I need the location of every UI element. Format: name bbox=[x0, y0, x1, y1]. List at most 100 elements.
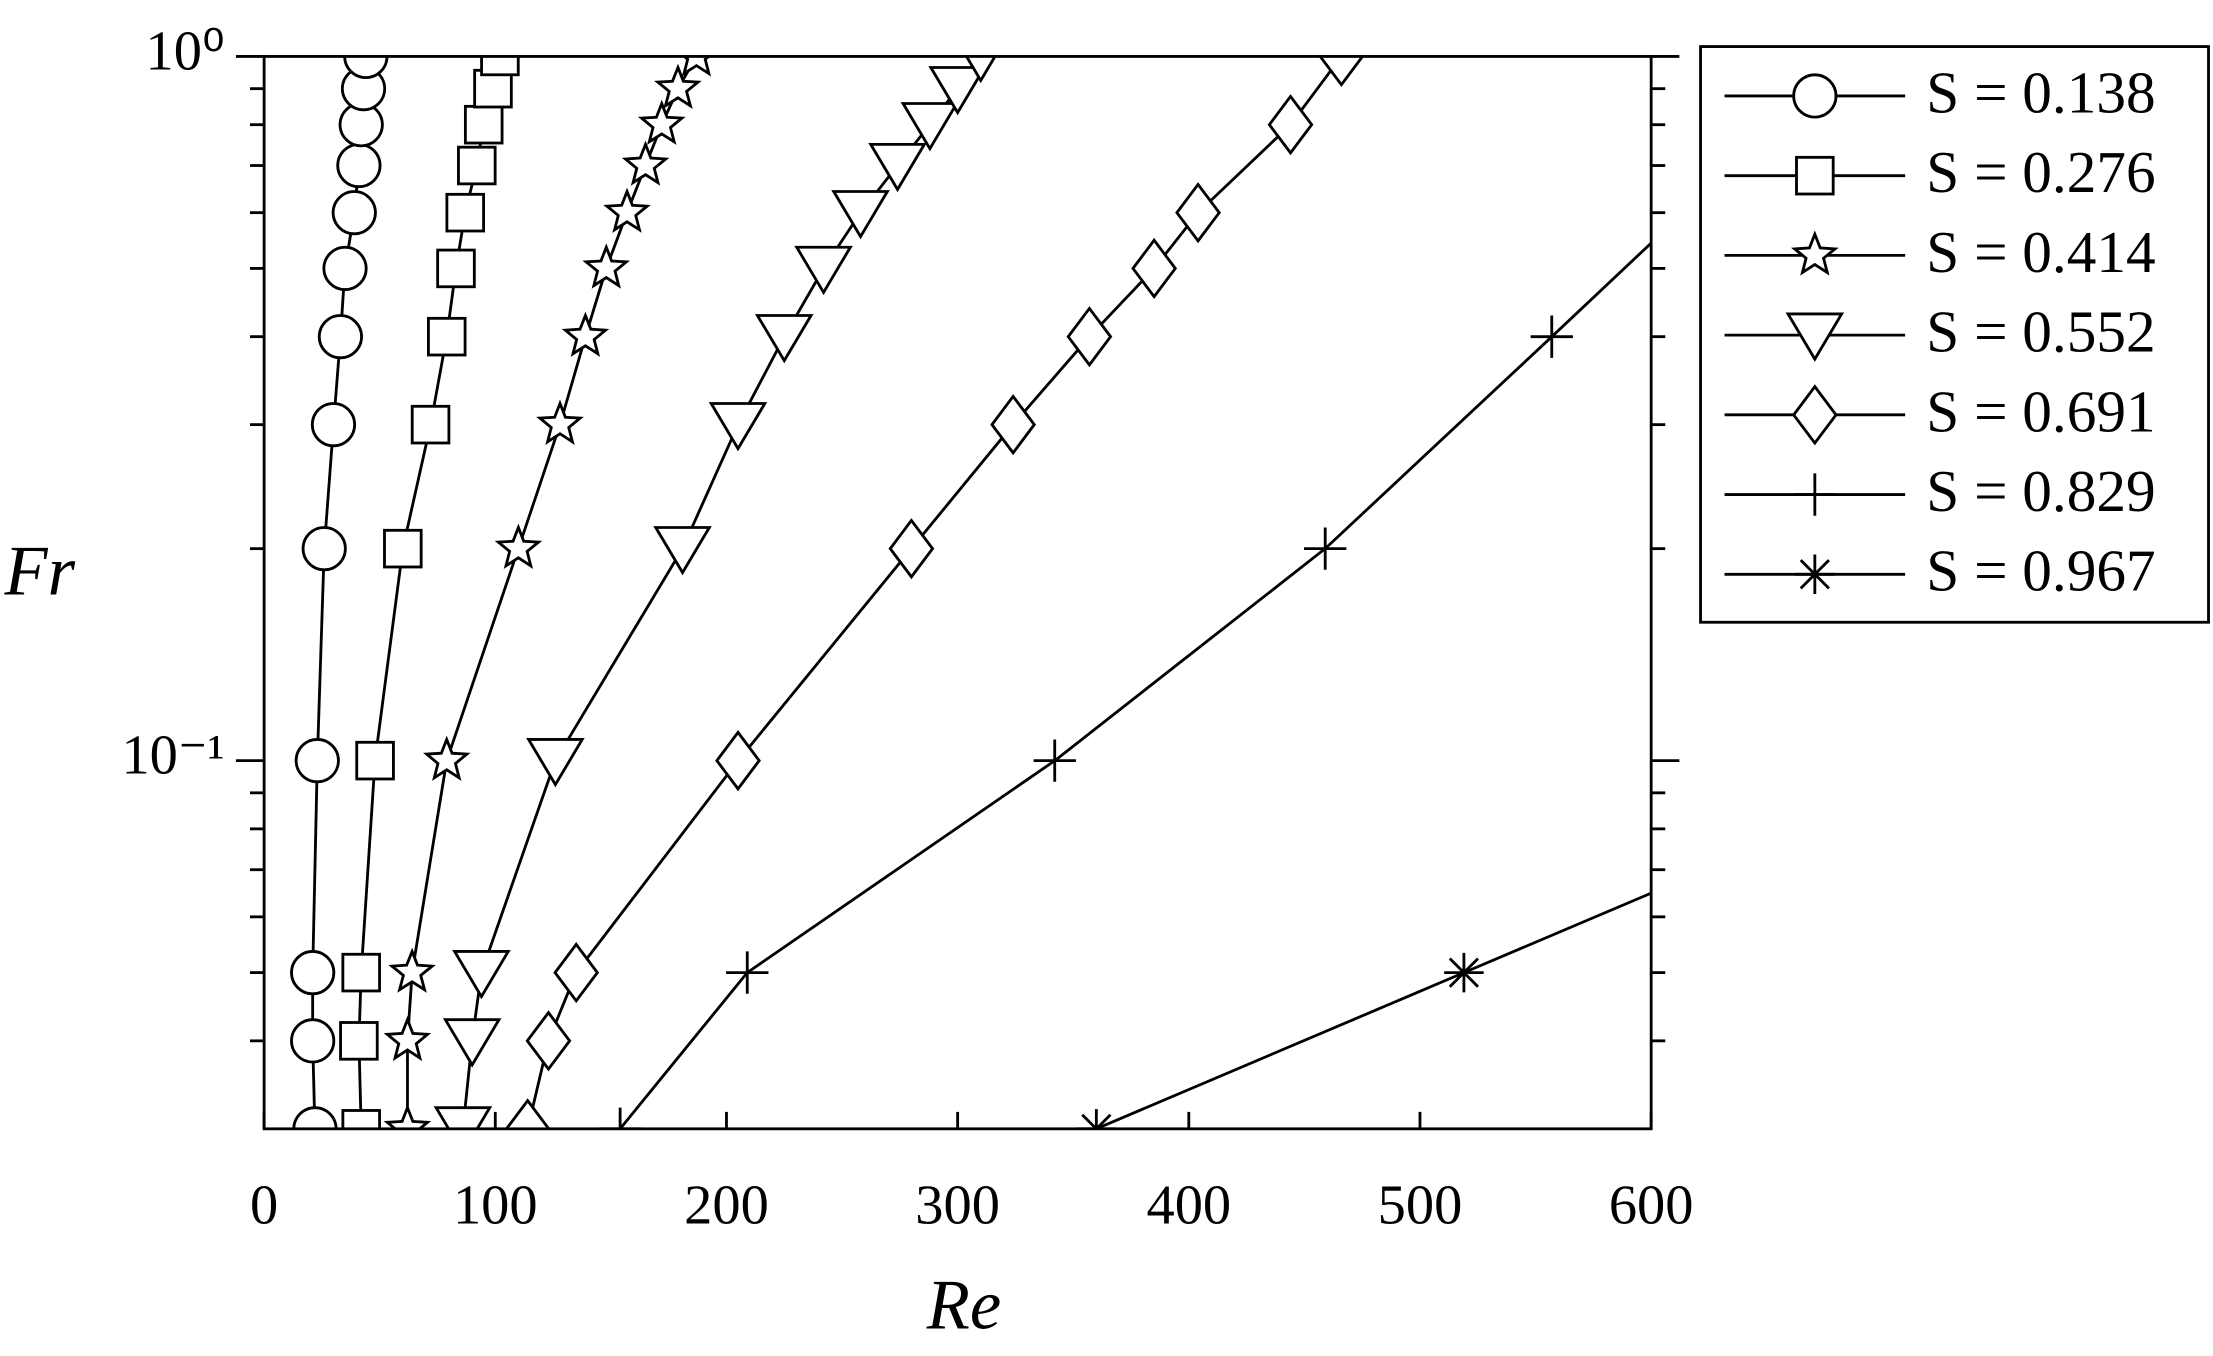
marker-shape bbox=[900, 102, 960, 152]
marker-shape bbox=[463, 104, 504, 145]
marker-shape bbox=[536, 399, 584, 445]
marker-shape bbox=[331, 190, 377, 236]
data-point bbox=[433, 1106, 493, 1129]
marker-shape bbox=[1791, 384, 1838, 446]
series-line bbox=[526, 56, 1343, 1129]
marker-shape bbox=[582, 243, 631, 289]
marker-shape bbox=[339, 1021, 379, 1061]
marker-shape bbox=[1131, 237, 1178, 299]
data-point bbox=[553, 942, 600, 1004]
marker-shape bbox=[1792, 73, 1838, 119]
data-point bbox=[1943, 741, 1983, 781]
marker-shape bbox=[1793, 473, 1837, 516]
data-point bbox=[1304, 527, 1347, 570]
data-point bbox=[388, 947, 436, 993]
data-point bbox=[383, 1103, 432, 1129]
marker-shape bbox=[525, 1010, 572, 1072]
legend-label: S = 0.829 bbox=[1926, 458, 2155, 524]
marker-shape bbox=[637, 99, 686, 145]
x-tick-label: 0 bbox=[250, 1175, 278, 1237]
data-point bbox=[1444, 952, 1484, 993]
data-point bbox=[794, 245, 853, 296]
data-point bbox=[457, 145, 497, 186]
data-point bbox=[494, 523, 543, 569]
data-point bbox=[1131, 237, 1178, 299]
data-point bbox=[561, 311, 610, 357]
legend-marker bbox=[1792, 73, 1838, 119]
marker-shape bbox=[754, 314, 814, 364]
x-tick-label: 300 bbox=[915, 1175, 1000, 1237]
marker-shape bbox=[726, 951, 769, 994]
data-point bbox=[1318, 56, 1365, 88]
legend-label: S = 0.414 bbox=[1926, 219, 2155, 285]
data-point bbox=[294, 738, 340, 784]
marker-shape bbox=[1530, 315, 1573, 358]
marker-shape bbox=[1267, 94, 1314, 156]
y-tick-label: 10⁰ bbox=[146, 20, 225, 82]
data-point bbox=[341, 952, 381, 993]
data-point bbox=[888, 518, 935, 580]
y-axis-label: Fr bbox=[3, 533, 75, 611]
legend-marker bbox=[1795, 554, 1835, 595]
marker-shape bbox=[1790, 230, 1839, 276]
data-point bbox=[1662, 191, 1704, 233]
data-point bbox=[708, 402, 768, 452]
legend-label: S = 0.552 bbox=[1926, 299, 2155, 365]
y-tick-label: 10⁻¹ bbox=[121, 725, 224, 787]
data-point bbox=[383, 1015, 432, 1062]
data-point bbox=[336, 142, 382, 189]
marker-shape bbox=[336, 142, 382, 189]
marker-shape bbox=[457, 145, 497, 186]
marker-shape bbox=[1033, 739, 1076, 782]
marker-shape bbox=[290, 1018, 336, 1064]
data-point bbox=[426, 316, 467, 357]
marker-shape bbox=[715, 730, 761, 792]
data-point bbox=[463, 104, 504, 145]
marker-shape bbox=[504, 1098, 551, 1129]
marker-shape bbox=[598, 1107, 642, 1129]
x-tick-label: 200 bbox=[684, 1175, 769, 1237]
data-point bbox=[383, 528, 423, 569]
marker-shape bbox=[1066, 306, 1113, 368]
marker-shape bbox=[433, 1106, 493, 1129]
data-point bbox=[868, 142, 927, 193]
marker-shape bbox=[442, 1018, 502, 1068]
legend-marker bbox=[1793, 473, 1837, 516]
marker-shape bbox=[561, 311, 610, 357]
data-point bbox=[504, 1098, 551, 1129]
data-point bbox=[343, 56, 389, 80]
data-point bbox=[654, 63, 702, 109]
legend-marker bbox=[1790, 230, 1839, 276]
data-point bbox=[339, 1021, 379, 1061]
legend-marker bbox=[1795, 155, 1835, 196]
data-point bbox=[452, 950, 511, 1000]
marker-shape bbox=[383, 528, 423, 569]
series-line bbox=[1095, 891, 1652, 1129]
marker-shape bbox=[290, 950, 336, 996]
data-point bbox=[301, 526, 347, 572]
marker-shape bbox=[494, 523, 543, 569]
marker-shape bbox=[452, 950, 511, 1000]
marker-shape bbox=[603, 187, 651, 233]
marker-shape bbox=[1444, 952, 1484, 993]
data-point bbox=[536, 399, 584, 445]
marker-shape bbox=[480, 56, 520, 77]
data-point bbox=[410, 404, 451, 445]
data-point bbox=[990, 394, 1037, 456]
data-point bbox=[653, 526, 712, 576]
data-point bbox=[726, 951, 769, 994]
marker-shape bbox=[1943, 741, 1983, 781]
marker-shape bbox=[383, 1103, 432, 1129]
marker-shape bbox=[526, 738, 585, 788]
data-point bbox=[292, 1106, 338, 1129]
marker-shape bbox=[553, 942, 600, 1004]
data-point bbox=[715, 730, 761, 792]
marker-shape bbox=[681, 56, 712, 77]
marker-shape bbox=[1318, 56, 1365, 88]
marker-shape bbox=[292, 1106, 338, 1129]
marker-shape bbox=[831, 190, 890, 240]
data-point bbox=[310, 402, 357, 448]
marker-shape bbox=[794, 245, 853, 296]
